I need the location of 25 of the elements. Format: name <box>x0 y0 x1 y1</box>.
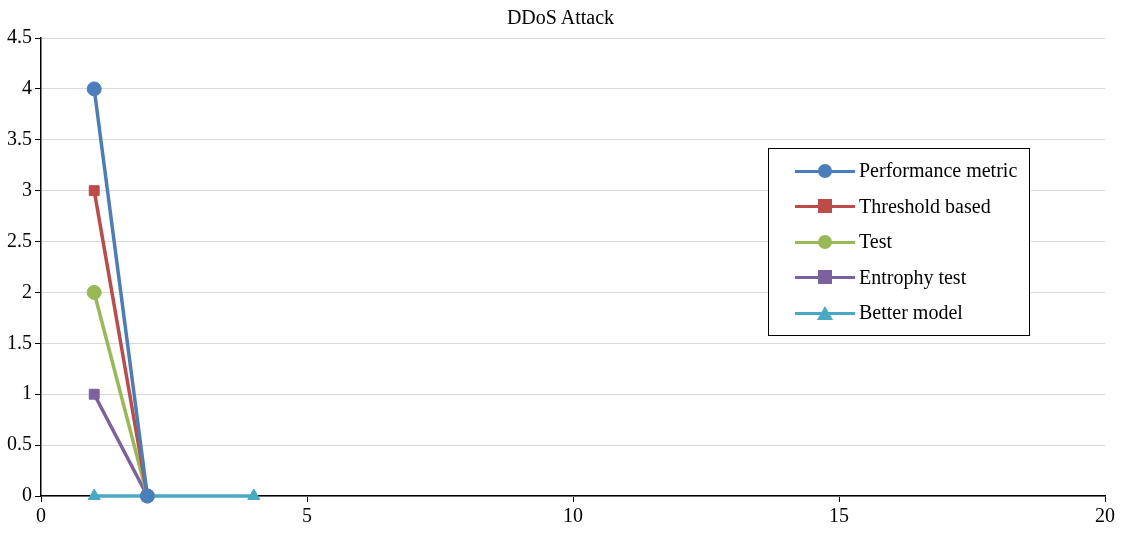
x-tick-label: 20 <box>1095 504 1115 527</box>
legend-label: Performance metric <box>859 159 1018 183</box>
x-tick-label: 5 <box>302 504 312 527</box>
y-tick-label: 2 <box>22 279 32 302</box>
point <box>88 388 100 400</box>
y-tick-label: 1 <box>22 381 32 404</box>
x-tick-label: 0 <box>36 504 46 527</box>
chart-title: DDoS Attack <box>506 6 615 29</box>
y-tick-label: 3.5 <box>7 127 32 150</box>
y-tick-label: 4.5 <box>7 25 32 48</box>
x-tick-label: 15 <box>829 504 849 527</box>
point <box>88 185 100 197</box>
legend-label: Threshold based <box>859 194 991 218</box>
legend-label: Entrophy test <box>859 265 967 289</box>
y-tick-label: 4 <box>22 76 32 99</box>
y-tick-label: 2.5 <box>7 228 32 251</box>
legend-label: Test <box>859 230 893 254</box>
y-tick-label: 1.5 <box>7 330 32 353</box>
legend-label: Better model <box>859 301 963 325</box>
point <box>86 81 102 97</box>
y-tick-label: 3 <box>22 177 32 200</box>
y-tick-label: 0 <box>22 483 32 506</box>
x-tick-label: 10 <box>563 504 583 527</box>
y-tick-label: 0.5 <box>7 432 32 455</box>
point <box>86 284 102 300</box>
